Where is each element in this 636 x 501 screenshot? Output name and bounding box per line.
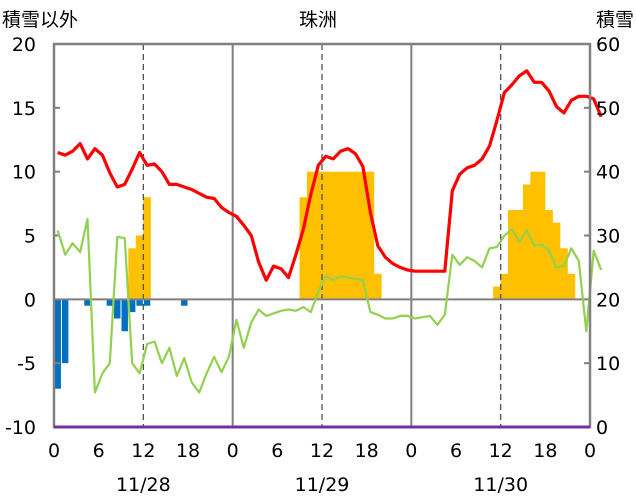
precip-bar bbox=[121, 299, 128, 332]
snow-bar bbox=[515, 209, 524, 300]
snow-bar bbox=[135, 235, 144, 300]
x-tick-label: 12 bbox=[310, 440, 334, 462]
snow-bar bbox=[530, 171, 538, 300]
precip-bar bbox=[54, 299, 61, 389]
snow-bar bbox=[321, 171, 330, 300]
left-axis-ticks: -10 -5 0 5 10 15 20 bbox=[5, 34, 36, 439]
left-tick-label: 10 bbox=[12, 162, 36, 184]
snow-bar bbox=[560, 248, 568, 300]
bar-layer bbox=[54, 171, 576, 389]
snow-bar bbox=[567, 273, 576, 300]
x-tick-label: 6 bbox=[271, 440, 283, 462]
x-tick-label: 0 bbox=[584, 440, 596, 462]
snow-bar bbox=[545, 209, 553, 300]
x-axis-ticks: 0 6 12 18 0 6 12 18 0 6 12 18 0 bbox=[48, 440, 596, 462]
x-tick-label: 12 bbox=[131, 440, 155, 462]
snow-bar bbox=[299, 197, 308, 300]
x-tick-label: 6 bbox=[450, 440, 462, 462]
right-tick-label: 30 bbox=[596, 226, 620, 248]
snow-bar bbox=[552, 222, 561, 300]
snow-bar bbox=[537, 171, 546, 300]
date-labels: 11/28 11/29 11/30 bbox=[116, 474, 528, 496]
date-label: 11/30 bbox=[473, 474, 528, 496]
line-layer bbox=[56, 69, 603, 394]
x-tick-label: 12 bbox=[489, 440, 513, 462]
precip-bar bbox=[143, 299, 151, 306]
right-tick-label: 40 bbox=[596, 162, 620, 184]
left-tick-label: 0 bbox=[24, 289, 36, 311]
snow-bar bbox=[307, 171, 315, 300]
snow-bar bbox=[522, 184, 531, 300]
precip-bar bbox=[61, 299, 69, 364]
left-tick-label: 20 bbox=[12, 34, 36, 56]
snow-bar bbox=[359, 171, 367, 300]
date-label: 11/28 bbox=[116, 474, 171, 496]
green-series-line bbox=[56, 217, 603, 394]
chart-title: 珠洲 bbox=[299, 9, 337, 31]
x-tick-label: 0 bbox=[48, 440, 60, 462]
plot-frame bbox=[52, 42, 592, 429]
precip-bar bbox=[106, 299, 114, 306]
snow-bar bbox=[508, 209, 516, 300]
snow-bar bbox=[329, 171, 337, 300]
snow-bar bbox=[374, 273, 382, 300]
x-tick-label: 18 bbox=[533, 440, 557, 462]
right-tick-label: 60 bbox=[596, 34, 620, 56]
x-tick-label: 6 bbox=[93, 440, 105, 462]
snow-bar bbox=[336, 171, 345, 300]
left-tick-label: -5 bbox=[17, 353, 36, 375]
left-tick-label: 5 bbox=[24, 226, 36, 248]
precip-bar bbox=[181, 299, 188, 306]
left-axis-title: 積雪以外 bbox=[2, 9, 78, 31]
date-label: 11/29 bbox=[295, 474, 350, 496]
precip-bar bbox=[128, 299, 136, 313]
snow-bar bbox=[314, 171, 323, 300]
x-tick-label: 0 bbox=[405, 440, 417, 462]
red-series-line bbox=[57, 69, 603, 282]
snow-bar bbox=[344, 171, 352, 300]
left-tick-label: 15 bbox=[12, 98, 36, 120]
x-tick-label: 18 bbox=[176, 440, 200, 462]
right-tick-label: 20 bbox=[596, 289, 620, 311]
precip-bar bbox=[114, 299, 121, 319]
right-tick-label: 10 bbox=[596, 353, 620, 375]
snow-bar bbox=[366, 171, 375, 300]
precip-bar bbox=[136, 299, 143, 306]
snow-bar bbox=[128, 248, 136, 300]
snow-bar bbox=[351, 171, 360, 300]
right-tick-label: 50 bbox=[596, 98, 620, 120]
right-tick-label: 0 bbox=[596, 417, 608, 439]
x-tick-label: 0 bbox=[227, 440, 239, 462]
right-axis-title: 積雪 bbox=[596, 9, 634, 31]
snow-bar bbox=[143, 197, 151, 300]
snow-bar bbox=[500, 273, 509, 300]
x-tick-label: 18 bbox=[355, 440, 379, 462]
left-tick-label: -10 bbox=[5, 417, 36, 439]
precip-bar bbox=[84, 299, 91, 306]
snow-bar bbox=[493, 286, 501, 300]
right-axis-ticks: 0 10 20 30 40 50 60 bbox=[596, 34, 620, 439]
